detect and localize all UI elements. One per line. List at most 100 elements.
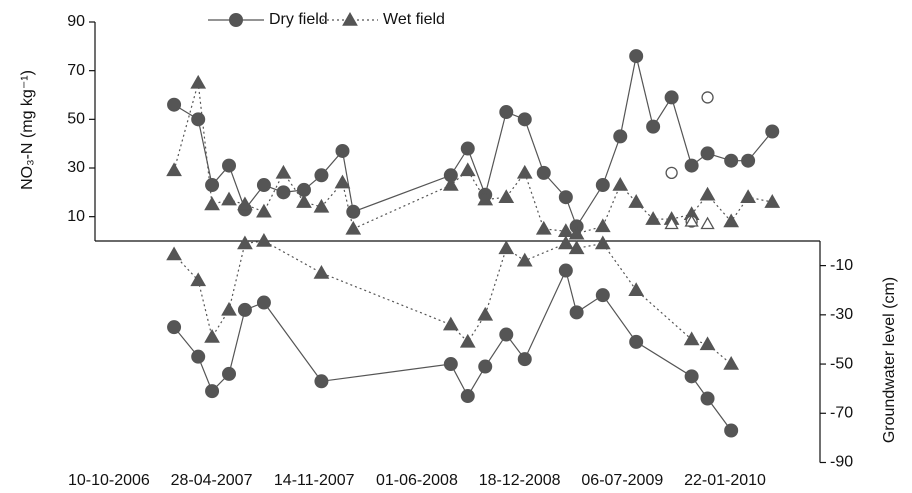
triangle-marker	[256, 232, 272, 247]
circle-marker	[191, 112, 206, 127]
triangle-marker	[516, 252, 533, 267]
circle-marker	[558, 263, 573, 278]
triangle-marker	[334, 174, 351, 189]
circle-marker	[517, 112, 532, 127]
circle-marker	[335, 143, 350, 158]
y-axis-label: NO₃-N (mg kg⁻¹)	[19, 70, 36, 190]
triangle-marker	[557, 235, 574, 250]
x-tick-label: 01-06-2008	[376, 472, 458, 489]
triangle-marker	[568, 240, 585, 255]
circle-marker	[276, 185, 291, 200]
circle-marker	[346, 204, 361, 219]
circle-marker	[724, 153, 739, 168]
circle-marker	[665, 166, 678, 180]
circle-marker	[569, 305, 584, 320]
circle-marker	[222, 158, 237, 173]
circle-marker	[613, 129, 628, 144]
y-tick-label: 90	[67, 13, 85, 30]
triangle-marker	[477, 191, 494, 206]
triangle-marker	[221, 191, 237, 206]
triangle-marker	[684, 214, 699, 227]
legend-label: Wet field	[383, 11, 445, 28]
circle-marker	[700, 391, 715, 406]
x-tick-label: 22-01-2010	[684, 472, 766, 489]
triangle-marker	[594, 218, 611, 233]
triangle-marker	[516, 164, 533, 179]
triangle-marker	[594, 235, 611, 250]
circle-marker	[443, 357, 458, 372]
y-tick-label: -10	[830, 257, 853, 274]
circle-marker	[167, 97, 182, 112]
circle-marker	[595, 178, 610, 193]
y-tick-label: 10	[67, 208, 85, 225]
triangle-marker	[313, 198, 330, 213]
triangle-marker	[723, 356, 740, 370]
circle-marker	[314, 374, 329, 389]
circle-marker	[629, 49, 644, 64]
triangle-marker	[166, 162, 182, 177]
triangle-marker	[459, 162, 476, 177]
circle-marker	[314, 168, 329, 183]
circle-marker	[222, 366, 237, 381]
triangle-marker	[664, 216, 679, 230]
y-tick-label: -50	[830, 355, 853, 372]
triangle-marker	[459, 333, 476, 348]
triangle-marker	[275, 164, 292, 179]
circle-marker	[256, 295, 271, 310]
triangle-marker	[221, 301, 237, 316]
circle-marker	[741, 153, 756, 168]
y-tick-label: -90	[830, 454, 853, 471]
triangle-marker	[442, 316, 459, 331]
circle-marker	[478, 359, 493, 374]
y-tick-label: -70	[830, 404, 853, 421]
triangle-marker	[628, 194, 645, 208]
circle-marker	[646, 119, 661, 134]
triangle-marker	[683, 331, 700, 346]
triangle-marker	[313, 264, 330, 279]
circle-marker	[701, 91, 714, 104]
triangle-marker	[190, 272, 207, 287]
triangle-marker	[342, 11, 358, 26]
triangle-marker	[645, 211, 661, 225]
circle-marker	[191, 349, 206, 364]
triangle-marker	[628, 282, 645, 296]
x-tick-label: 14-11-2007	[274, 472, 355, 489]
circle-marker	[499, 105, 514, 120]
y-tick-label: 50	[67, 111, 85, 128]
circle-marker	[499, 327, 514, 342]
legend-label: Dry field	[269, 11, 328, 28]
triangle-marker	[764, 194, 781, 208]
circle-marker	[460, 389, 475, 404]
triangle-marker	[612, 177, 629, 191]
triangle-marker	[477, 306, 494, 321]
triangle-marker	[699, 186, 716, 201]
circle-marker	[684, 158, 699, 173]
triangle-marker	[237, 196, 253, 211]
circle-marker	[629, 334, 644, 349]
circle-marker	[595, 288, 610, 303]
triangle-marker	[204, 196, 220, 211]
circle-marker	[205, 384, 220, 399]
series-line	[173, 268, 732, 431]
series-line	[173, 55, 773, 228]
triangle-marker	[723, 213, 740, 228]
y-tick-label: -30	[830, 306, 853, 323]
circle-marker	[765, 124, 780, 139]
x-tick-label: 18-12-2008	[479, 472, 561, 489]
circle-marker	[167, 320, 182, 335]
triangle-marker	[166, 246, 182, 261]
triangle-marker	[237, 235, 253, 250]
x-tick-label: 10-10-2006	[68, 472, 150, 489]
legend-item: Dry field	[208, 11, 328, 28]
triangle-marker	[256, 203, 272, 218]
triangle-marker	[296, 194, 312, 208]
circle-marker	[256, 178, 271, 193]
circle-marker	[517, 352, 532, 367]
circle-marker	[237, 302, 252, 317]
x-tick-label: 06-07-2009	[581, 472, 663, 489]
circle-marker	[700, 146, 715, 161]
y-tick-label: 70	[67, 62, 85, 79]
triangle-marker	[700, 216, 715, 230]
legend-item: Wet field	[322, 11, 445, 28]
